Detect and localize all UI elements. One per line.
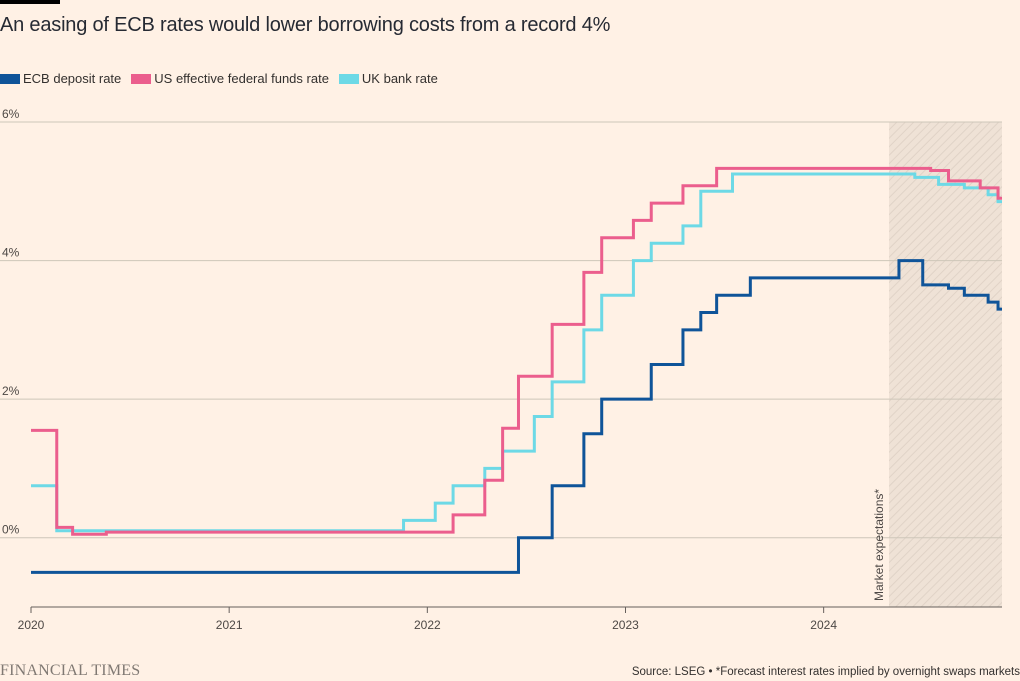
series-line-0 [31, 259, 1002, 574]
legend-item-us: US effective federal funds rate [131, 71, 329, 86]
x-axis: 2020 2021 2022 2023 2024 [18, 606, 1002, 632]
legend-swatch-uk [338, 73, 359, 84]
series-line-2 [31, 172, 1002, 533]
x-tick-label: 2020 [18, 618, 45, 632]
y-tick-label: 2% [2, 384, 20, 398]
legend-label-uk: UK bank rate [361, 71, 438, 86]
legend-item-ecb: ECB deposit rate [0, 71, 121, 86]
series-line-1 [31, 166, 1002, 536]
legend-swatch-ecb [0, 73, 20, 84]
x-tick-label: 2022 [414, 618, 441, 632]
ft-top-bar [0, 0, 60, 4]
x-tick-label: 2024 [810, 618, 837, 632]
chart-legend: ECB deposit rate US effective federal fu… [0, 71, 438, 86]
x-tick-label: 2023 [612, 618, 639, 632]
chart-title: An easing of ECB rates would lower borro… [0, 14, 611, 36]
y-tick-label: 6% [2, 107, 20, 121]
x-tick-label: 2021 [216, 618, 243, 632]
y-tick-label: 0% [2, 523, 20, 537]
source-note: Source: LSEG • *Forecast interest rates … [631, 666, 1020, 678]
forecast-annotation: Market expectations* [872, 489, 886, 601]
legend-label-ecb: ECB deposit rate [23, 71, 122, 86]
legend-item-uk: UK bank rate [338, 71, 438, 86]
forecast-shading [889, 122, 1002, 607]
y-tick-label: 4% [2, 246, 20, 260]
legend-label-us: US effective federal funds rate [154, 71, 329, 86]
legend-swatch-us [131, 73, 152, 84]
series-layer [31, 166, 1002, 574]
grid-layer: 0% 2% 4% 6% [0, 107, 1002, 539]
ft-logo: FINANCIAL TIMES [0, 662, 141, 679]
